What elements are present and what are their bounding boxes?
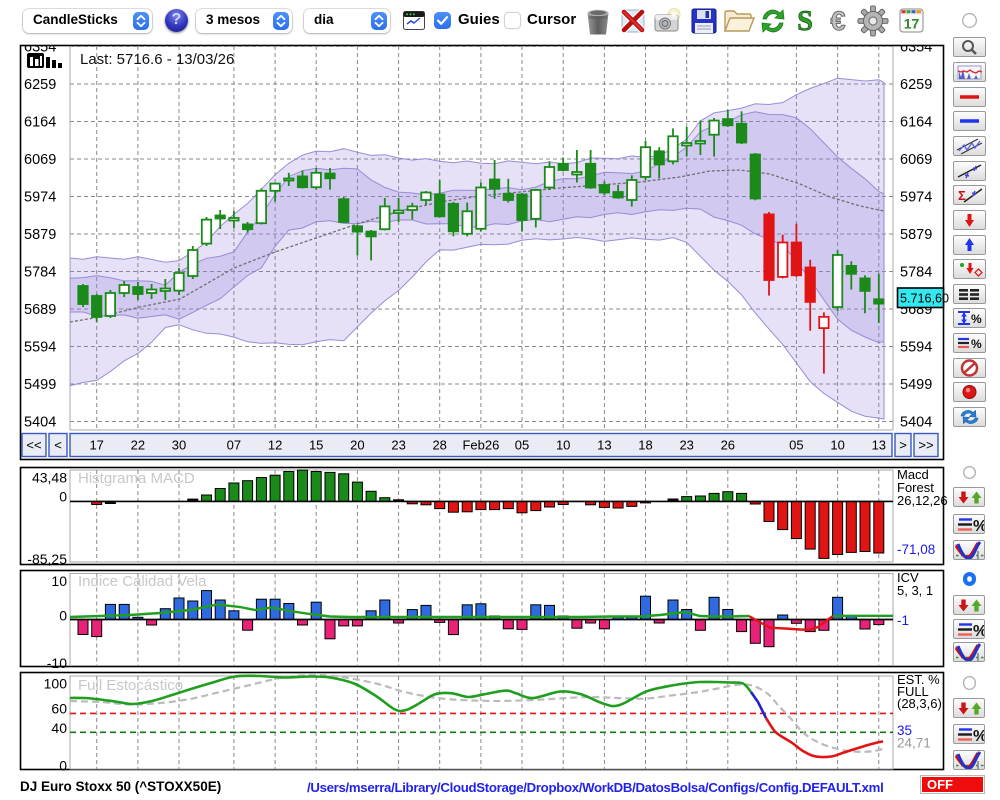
svg-text:10: 10 [556,438,570,453]
svg-text:5594: 5594 [24,340,56,356]
svg-text:17: 17 [89,438,103,453]
svg-text:24,71: 24,71 [897,736,931,751]
svg-text:17: 17 [904,16,920,32]
svg-text:Σ: Σ [958,188,966,203]
svg-text:0: 0 [59,489,67,505]
svg-text:<: < [54,438,62,453]
svg-text:26,12,26: 26,12,26 [897,493,948,508]
svg-text:-71,08: -71,08 [897,542,935,557]
svg-text:5499: 5499 [900,377,932,393]
svg-text:<<: << [26,438,41,453]
svg-text:%: % [971,337,982,351]
svg-text:5784: 5784 [24,265,56,281]
svg-text:5974: 5974 [24,190,56,206]
svg-text:13: 13 [597,438,611,453]
svg-text:5689: 5689 [24,302,56,318]
svg-text:5.716,60: 5.716,60 [900,292,949,306]
svg-text:20: 20 [350,438,364,453]
svg-text:>: > [899,438,907,453]
svg-text:60: 60 [51,700,67,716]
svg-text:6069: 6069 [900,152,932,168]
svg-text:FULL: FULL [897,684,929,699]
svg-text:EST. %: EST. % [897,672,940,687]
svg-text:6164: 6164 [24,115,56,131]
svg-text:%: % [971,312,982,326]
svg-text:Forest: Forest [897,480,934,495]
svg-text:05: 05 [789,438,803,453]
svg-text:6354: 6354 [24,40,56,56]
svg-text:Macd: Macd [897,467,929,482]
svg-text:28: 28 [432,438,446,453]
svg-text:35: 35 [897,723,912,738]
svg-text:05: 05 [515,438,529,453]
svg-text:07: 07 [227,438,241,453]
svg-text:6259: 6259 [24,77,56,93]
svg-text:12: 12 [268,438,282,453]
svg-text:Indice Calidad Vela: Indice Calidad Vela [78,573,207,590]
svg-text:Full Estocástico: Full Estocástico [78,677,183,694]
svg-text:6069: 6069 [24,152,56,168]
svg-text:23: 23 [391,438,405,453]
svg-text:5499: 5499 [24,377,56,393]
svg-text:13: 13 [872,438,886,453]
svg-text:5879: 5879 [24,227,56,243]
svg-text:-1: -1 [897,613,909,628]
svg-text:-85,25: -85,25 [27,551,67,567]
svg-text:6259: 6259 [900,77,932,93]
svg-text:(28,3,6): (28,3,6) [897,696,942,711]
svg-text:6354: 6354 [900,40,932,56]
svg-text:S: S [797,6,813,36]
svg-text:10: 10 [830,438,844,453]
svg-text:>>: >> [918,438,933,453]
svg-text:40: 40 [51,720,67,736]
svg-text:100: 100 [44,675,68,691]
svg-text:5974: 5974 [900,190,932,206]
svg-text:5879: 5879 [900,227,932,243]
svg-text:5404: 5404 [24,415,56,431]
svg-text:5404: 5404 [900,415,932,431]
svg-text:6164: 6164 [900,115,932,131]
svg-text:23: 23 [679,438,693,453]
svg-text:18: 18 [638,438,652,453]
svg-text:%: % [973,728,984,743]
svg-text:5784: 5784 [900,265,932,281]
svg-text:43,48: 43,48 [32,470,67,486]
svg-text:0: 0 [59,757,67,773]
svg-text:30: 30 [172,438,186,453]
svg-text:Histgrama MACD: Histgrama MACD [78,470,195,487]
svg-text:15: 15 [309,438,323,453]
svg-text:Feb26: Feb26 [462,438,499,453]
svg-text:22: 22 [131,438,145,453]
svg-text:%: % [973,518,984,533]
svg-text:%: % [973,623,984,638]
svg-text:10: 10 [51,573,67,589]
svg-text:-10: -10 [47,655,67,671]
svg-text:26: 26 [721,438,735,453]
svg-text:5594: 5594 [900,340,932,356]
svg-text:0: 0 [59,608,67,624]
svg-text:Last: 5716.6 - 13/03/26: Last: 5716.6 - 13/03/26 [80,51,234,68]
svg-text:5, 3, 1: 5, 3, 1 [897,583,933,598]
svg-text:ICV: ICV [897,570,919,585]
svg-text:€: € [830,6,845,36]
